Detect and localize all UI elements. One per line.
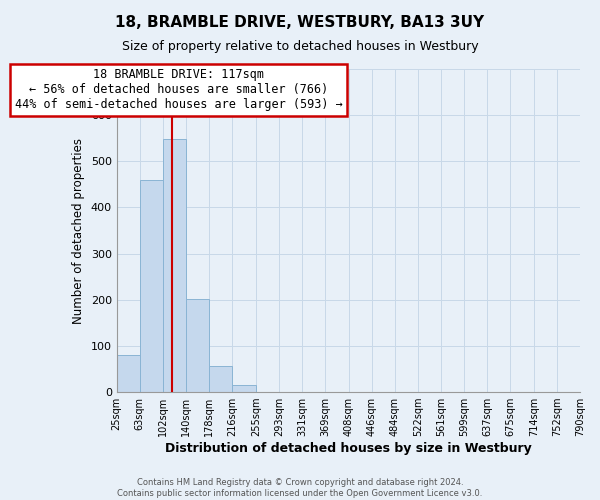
Text: Size of property relative to detached houses in Westbury: Size of property relative to detached ho… — [122, 40, 478, 53]
Text: 18 BRAMBLE DRIVE: 117sqm
← 56% of detached houses are smaller (766)
44% of semi-: 18 BRAMBLE DRIVE: 117sqm ← 56% of detach… — [15, 68, 343, 112]
Bar — [163, 139, 187, 392]
Y-axis label: Number of detached properties: Number of detached properties — [72, 138, 85, 324]
Text: 18, BRAMBLE DRIVE, WESTBURY, BA13 3UY: 18, BRAMBLE DRIVE, WESTBURY, BA13 3UY — [115, 15, 485, 30]
Bar — [117, 355, 140, 392]
Bar — [232, 385, 256, 392]
Bar — [209, 366, 232, 392]
X-axis label: Distribution of detached houses by size in Westbury: Distribution of detached houses by size … — [165, 442, 532, 455]
Bar — [187, 299, 209, 392]
Bar — [140, 180, 163, 392]
Text: Contains HM Land Registry data © Crown copyright and database right 2024.
Contai: Contains HM Land Registry data © Crown c… — [118, 478, 482, 498]
